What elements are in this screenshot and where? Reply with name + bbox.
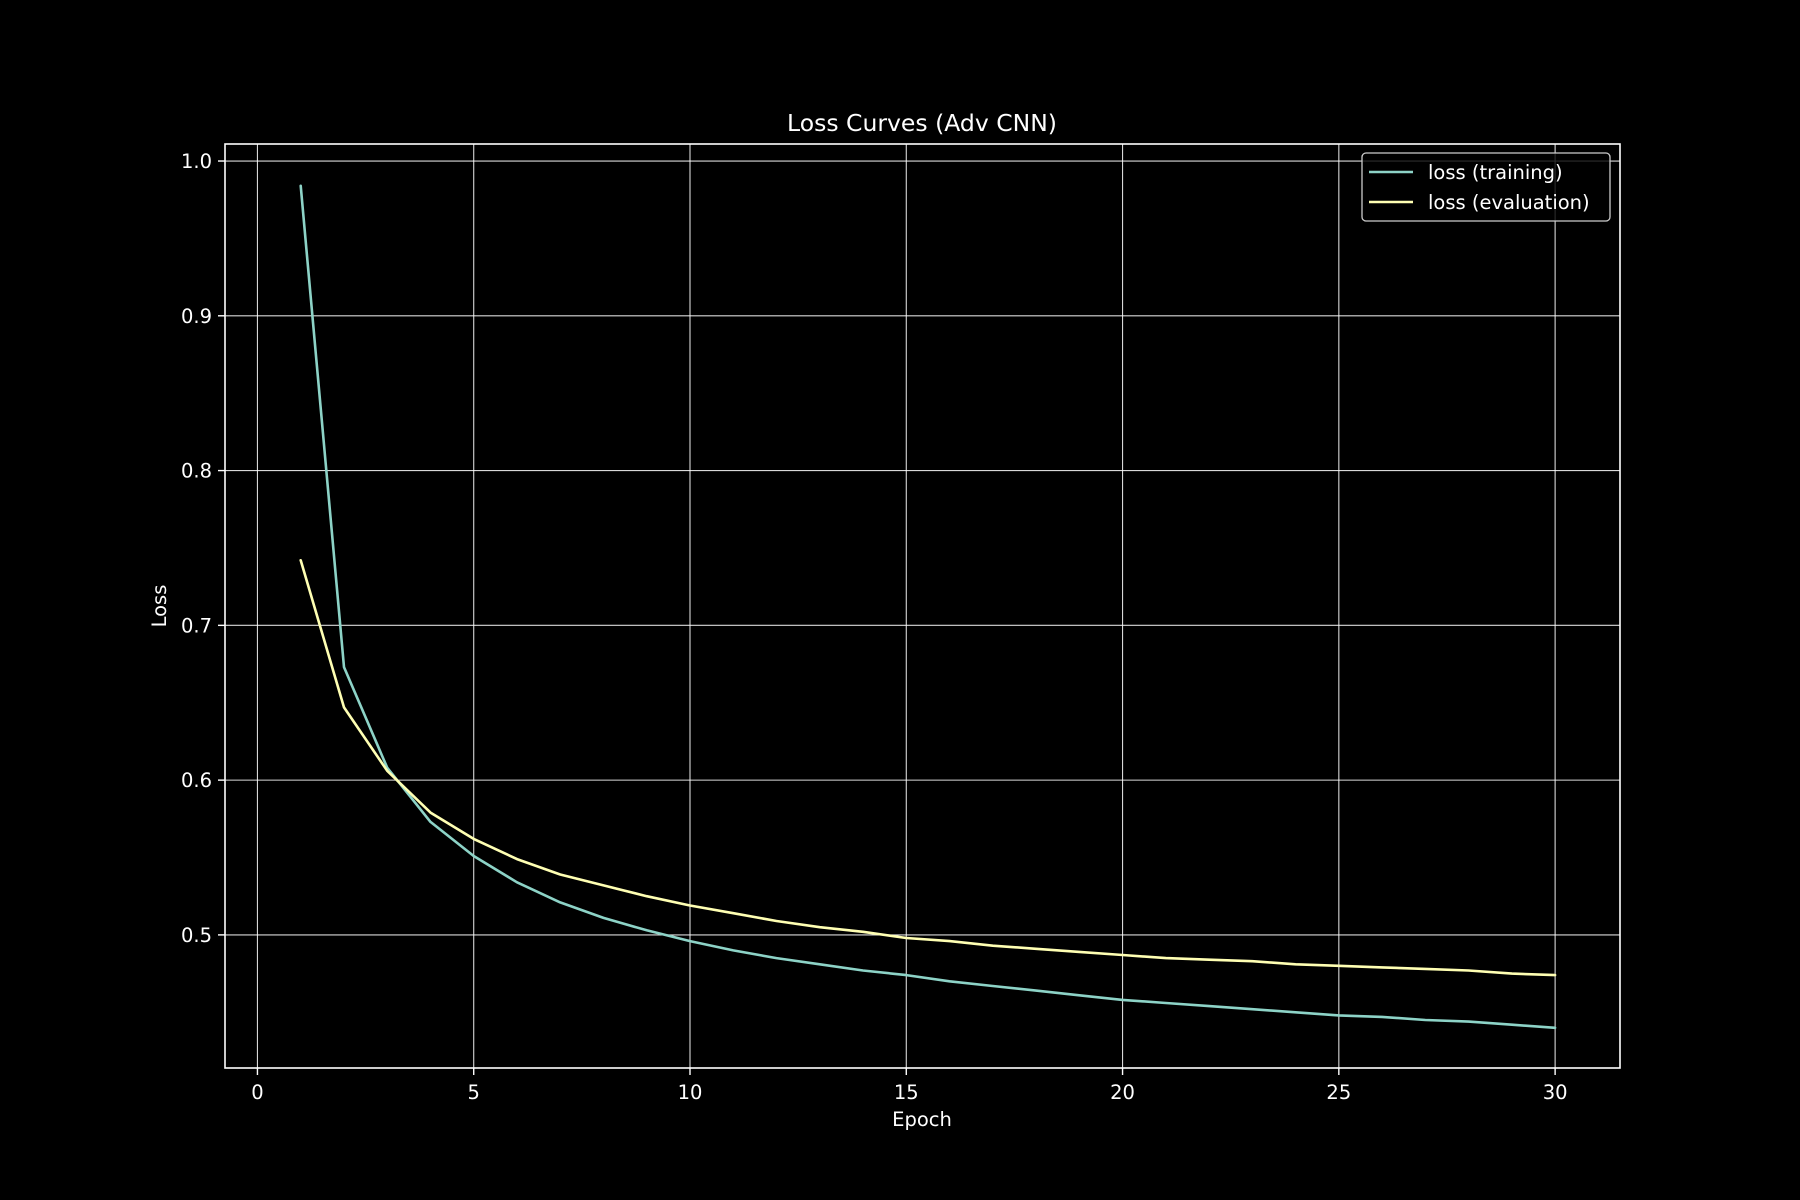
y-tick-label: 0.9 [181,305,212,328]
grid-lines [225,144,1620,1068]
x-axis-label: Epoch [892,1108,952,1131]
y-tick-label: 0.7 [181,614,212,637]
axis-ticks: 0 5 10 15 20 25 30 0.5 0.6 0.7 0.8 0.9 1.0 [181,150,1568,1104]
x-tick-label: 25 [1326,1081,1351,1104]
x-tick-label: 15 [894,1081,919,1104]
series-layer [299,184,1557,1030]
chart-title: Loss Curves (Adv CNN) [787,109,1057,137]
series-line-evaluation [299,558,1557,977]
y-tick-label: 0.5 [181,924,212,947]
x-tick-label: 5 [468,1081,480,1104]
y-tick-label: 1.0 [181,150,212,173]
legend-label: loss (evaluation) [1428,191,1590,214]
x-tick-label: 20 [1110,1081,1135,1104]
series-line-training [299,184,1557,1030]
y-axis-label: Loss [148,585,171,628]
legend: loss (training) loss (evaluation) [1361,152,1611,222]
x-tick-label: 10 [678,1081,703,1104]
plot-frame [224,143,1621,1069]
legend-box [1361,152,1611,222]
y-tick-label: 0.8 [181,460,212,483]
legend-label: loss (training) [1428,161,1563,184]
x-tick-label: 30 [1543,1081,1568,1104]
x-tick-label: 0 [251,1081,263,1104]
y-tick-label: 0.6 [181,769,212,792]
